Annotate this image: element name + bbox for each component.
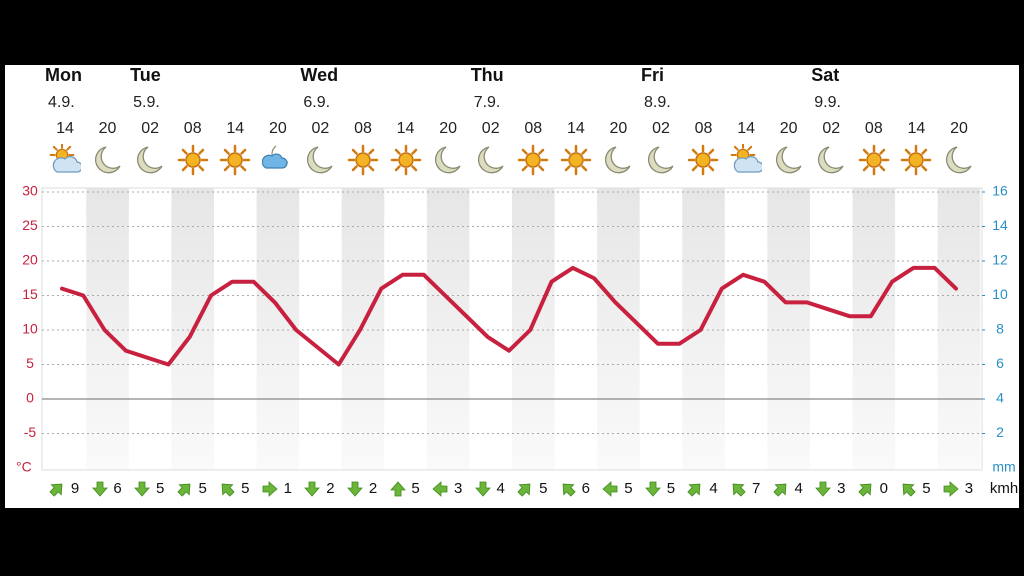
wind-speed: 2	[326, 480, 334, 497]
temperature-line	[60, 265, 958, 367]
wind-speed: 2	[369, 480, 377, 497]
hour-label: 02	[822, 120, 840, 137]
wind-speed: 1	[284, 480, 292, 497]
hour-label: 20	[950, 120, 968, 137]
y-unit: °C	[16, 459, 32, 475]
band	[937, 188, 981, 470]
band	[86, 188, 129, 470]
wind-speed: 5	[199, 480, 207, 497]
wind-speed: 0	[880, 480, 888, 497]
wind-speed: 5	[667, 480, 675, 497]
band	[852, 188, 896, 470]
wind-speed: 3	[837, 480, 845, 497]
hour-label: 14	[737, 120, 755, 137]
hour-label: 14	[397, 120, 415, 137]
band	[511, 188, 555, 470]
plot-frame	[41, 187, 983, 471]
y-tick-label: -5	[24, 424, 37, 440]
hour-label: 08	[524, 120, 542, 137]
wind-speed: 7	[752, 480, 760, 497]
hour-label: 02	[482, 120, 500, 137]
y2-tick-label: 16	[992, 183, 1008, 199]
wind-speed: 5	[241, 480, 249, 497]
day-name: Mon	[45, 65, 82, 85]
y-tick-label: 15	[22, 286, 38, 302]
wind-speed: 5	[624, 480, 632, 497]
wind-speed: 4	[709, 480, 717, 497]
wind-speed: 9	[71, 480, 79, 497]
hour-label: 02	[312, 120, 330, 137]
day-date: 7.9.	[474, 94, 501, 111]
hour-label: 14	[567, 120, 585, 137]
wind-speed: 5	[539, 480, 547, 497]
y-tick-label: 25	[22, 217, 38, 233]
y2-tick-label: 10	[992, 286, 1008, 302]
y2-tick-label: 2	[996, 424, 1004, 440]
day-name: Wed	[300, 65, 338, 85]
hour-label: 02	[141, 120, 159, 137]
day-date: 5.9.	[133, 94, 160, 111]
y2-tick-label: 12	[992, 252, 1008, 268]
hour-label: 08	[865, 120, 883, 137]
wind-speed: 3	[965, 480, 973, 497]
hour-label: 14	[908, 120, 926, 137]
wind-speed: 5	[922, 480, 930, 497]
wind-speed: 6	[582, 480, 590, 497]
wind-speed: 6	[113, 480, 121, 497]
wind-unit: kmh	[990, 480, 1018, 497]
hour-label: 08	[184, 120, 202, 137]
wind-speed: 5	[411, 480, 419, 497]
hour-label: 08	[695, 120, 713, 137]
hour-label: 08	[354, 120, 372, 137]
y2-unit: mm	[992, 459, 1015, 475]
hour-label: 20	[269, 120, 287, 137]
y-tick-label: 20	[22, 252, 38, 268]
hour-label: 20	[610, 120, 628, 137]
hour-label: 20	[99, 120, 117, 137]
day-date: 4.9.	[48, 94, 75, 111]
y2-tick-label: 6	[996, 355, 1004, 371]
hour-label: 20	[780, 120, 798, 137]
day-date: 6.9.	[303, 94, 330, 111]
day-name: Sat	[811, 65, 839, 85]
band	[256, 188, 300, 470]
y-tick-label: 10	[22, 321, 38, 337]
day-name: Thu	[471, 65, 504, 85]
hour-label: 14	[56, 120, 74, 137]
band	[767, 188, 810, 470]
y-tick-label: 30	[22, 183, 38, 199]
wind-speed: 3	[454, 480, 462, 497]
hour-label: 20	[439, 120, 457, 137]
band	[682, 188, 725, 470]
day-name: Fri	[641, 65, 664, 85]
wind-speed: 5	[156, 480, 164, 497]
wind-speed: 4	[795, 480, 803, 497]
day-name: Tue	[130, 65, 161, 85]
band	[341, 188, 385, 470]
band	[426, 188, 470, 470]
y2-tick-label: 4	[996, 390, 1004, 406]
y-tick-label: 0	[26, 390, 34, 406]
hour-label: 14	[226, 120, 244, 137]
day-date: 8.9.	[644, 94, 671, 111]
y2-tick-label: 8	[996, 321, 1004, 337]
wind-speed: 4	[497, 480, 505, 497]
band	[597, 188, 640, 470]
hour-label: 02	[652, 120, 670, 137]
day-date: 9.9.	[814, 94, 841, 111]
column-bands	[86, 188, 981, 470]
y2-tick-label: 14	[992, 217, 1008, 233]
y-tick-label: 5	[26, 355, 34, 371]
